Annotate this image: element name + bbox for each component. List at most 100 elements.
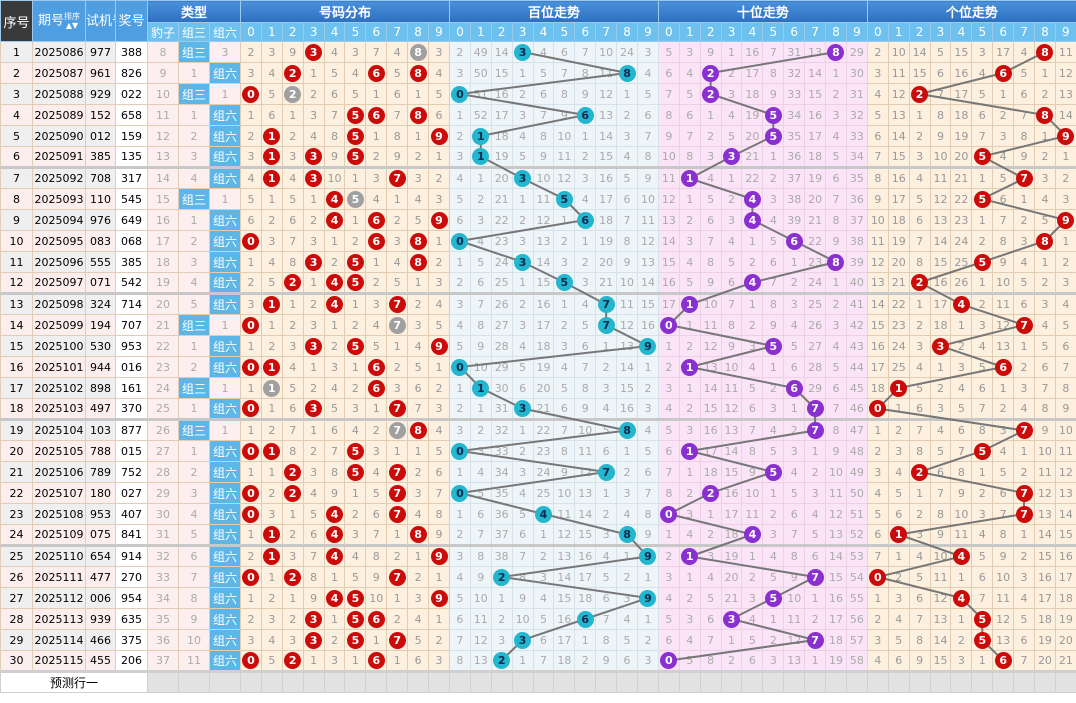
prize-number: 407 [115, 503, 148, 525]
sort-button[interactable]: 排序 ▲▼ [64, 12, 80, 30]
dist-ball: 5 [346, 148, 364, 165]
predict-cell[interactable] [616, 670, 638, 693]
predict-cell[interactable] [699, 670, 722, 693]
shi-cell: 8 [657, 482, 680, 504]
shi-cell: 15 [699, 398, 722, 420]
test-number: 555 [85, 251, 116, 273]
type-cell-0: 31 [147, 524, 179, 546]
predict-cell[interactable] [448, 670, 471, 693]
predict-cell[interactable] [971, 670, 994, 693]
shi-cell: 6 [762, 251, 785, 273]
header-type-2: 组六 [208, 22, 242, 42]
predict-cell[interactable] [365, 670, 388, 693]
predict-cell[interactable] [804, 670, 827, 693]
shi-cell: 34 [783, 104, 806, 126]
predict-cell[interactable] [657, 670, 680, 693]
shi-cell: 2 [657, 544, 680, 567]
bai-cell: 7 [553, 418, 576, 441]
ge-cell: 12 [866, 251, 889, 273]
predict-cell[interactable] [678, 670, 701, 693]
prize-number: 658 [115, 104, 148, 126]
dist-cell: 6 [365, 608, 388, 630]
type-cell-1: 4 [178, 166, 210, 189]
bai-cell: 6 [511, 377, 534, 399]
predict-cell[interactable] [208, 670, 242, 693]
dist-cell: 4 [281, 166, 304, 189]
predict-cell[interactable] [428, 670, 450, 693]
predict-cell[interactable] [553, 670, 576, 693]
predict-cell[interactable] [908, 670, 931, 693]
shi-cell: 47 [845, 418, 868, 441]
dist-cell: 5 [344, 272, 367, 294]
predict-cell[interactable] [887, 670, 910, 693]
predict-cell[interactable] [281, 670, 304, 693]
header-shi-8: 8 [825, 22, 847, 42]
table-row: 26 2025111 477 270 33 7 组六 0 1 2 8 1 5 9 7 2 1 4 9 2 8 3 14 17 5… [0, 566, 1076, 588]
prize-number: 015 [115, 440, 148, 462]
dist-cell: 8 [407, 418, 430, 441]
predict-cell[interactable] [532, 670, 555, 693]
predict-cell[interactable] [574, 670, 597, 693]
predict-cell[interactable] [636, 670, 659, 693]
shi-cell: 45 [845, 377, 868, 399]
ge-cell: 17 [992, 41, 1015, 63]
predict-cell[interactable] [1054, 670, 1076, 693]
predict-cell[interactable] [490, 670, 513, 693]
predict-cell[interactable] [825, 670, 847, 693]
ge-cell: 9 [1054, 398, 1076, 420]
predict-cell[interactable] [783, 670, 806, 693]
shi-cell: 22 [741, 166, 764, 189]
shi-cell: 4 [804, 503, 827, 525]
predict-cell[interactable] [344, 670, 367, 693]
dist-cell: 2 [365, 146, 388, 168]
dist-ball: 6 [367, 64, 385, 82]
predict-cell[interactable] [469, 670, 492, 693]
dist-cell: 1 [344, 356, 367, 378]
predict-cell[interactable] [386, 670, 409, 693]
ge-cell: 3 [866, 461, 889, 483]
predict-cell[interactable] [323, 670, 346, 693]
predict-cell[interactable] [407, 670, 430, 693]
predict-cell[interactable] [302, 670, 325, 693]
predict-cell[interactable] [866, 670, 889, 693]
shi-cell: 3 [783, 292, 806, 315]
predict-cell[interactable] [511, 670, 534, 693]
ge-cell: 7 [929, 83, 952, 105]
ge-cell: 6 [1013, 292, 1035, 315]
predict-cell[interactable] [741, 670, 764, 693]
dist-cell: 2 [281, 482, 304, 504]
test-number: 103 [85, 418, 116, 441]
predict-cell[interactable] [950, 670, 973, 693]
bai-cell: 3 [553, 335, 576, 357]
shi-cell: 14 [804, 62, 827, 84]
shi-cell: 21 [720, 587, 743, 609]
predict-cell[interactable] [240, 670, 262, 693]
header-issue[interactable]: 期号排序 ▲▼ [32, 0, 86, 42]
predict-cell[interactable] [1013, 670, 1035, 693]
dist-cell: 4 [260, 251, 283, 273]
predict-cell[interactable] [595, 670, 618, 693]
predict-cell[interactable] [178, 670, 210, 693]
shi-ball: 8 [827, 253, 845, 271]
predict-cell[interactable] [1034, 670, 1056, 693]
predict-cell[interactable] [762, 670, 785, 693]
row-number: 18 [0, 398, 33, 420]
shi-cell: 0 [657, 314, 680, 336]
shi-cell: 3 [720, 146, 743, 168]
ge-cell: 20 [950, 146, 973, 168]
ge-cell: 1 [1013, 440, 1035, 462]
predict-cell[interactable] [147, 670, 179, 693]
bai-cell: 1 [511, 650, 534, 672]
prize-number: 545 [115, 188, 148, 210]
ge-ball: 8 [1036, 232, 1054, 250]
ge-cell: 17 [1034, 587, 1056, 609]
predict-cell[interactable] [720, 670, 743, 693]
predict-cell[interactable] [845, 670, 868, 693]
issue-number: 2025097 [32, 272, 86, 294]
ge-cell: 13 [1054, 83, 1076, 105]
dist-cell: 2 [281, 524, 304, 546]
predict-cell[interactable] [929, 670, 952, 693]
bai-cell: 1 [616, 440, 638, 462]
predict-cell[interactable] [992, 670, 1015, 693]
predict-cell[interactable] [260, 670, 283, 693]
